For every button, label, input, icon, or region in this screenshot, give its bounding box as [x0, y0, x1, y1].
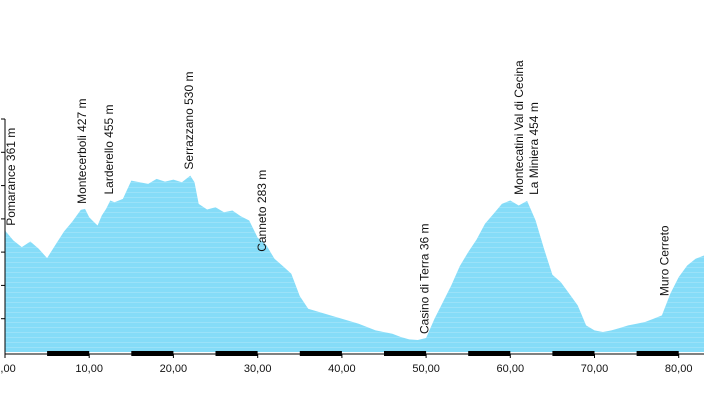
- x-tick-label: 70,00: [581, 363, 609, 375]
- place-label: Canneto 283 m: [255, 170, 269, 252]
- x-tick-label: 50,00: [412, 363, 440, 375]
- place-label: Montecatini Val di Cecina: [512, 60, 526, 195]
- x-tick-label: 40,00: [328, 363, 356, 375]
- place-label: La Miniera 454 m: [527, 102, 541, 195]
- place-label: Casino di Terra 36 m: [418, 224, 432, 335]
- place-labels: Pomarance 361 m Montecerboli 427 m Lardere…: [4, 60, 672, 335]
- x-tick-label: 10,00: [75, 363, 103, 375]
- x-tick-label: 80,00: [665, 363, 693, 375]
- elevation-area-texture: [5, 175, 704, 352]
- place-label: Pomarance 361 m: [4, 128, 18, 226]
- x-tick-label: 20,00: [160, 363, 188, 375]
- axes: 0,00 10,00 20,00 30,00 40,00 50,00 60,00 70,00 8…: [0, 118, 704, 375]
- place-label: Serrazzano 530 m: [182, 72, 196, 170]
- x-tick-label: 30,00: [244, 363, 272, 375]
- place-label: Muro Cerreto: [658, 225, 672, 296]
- area-layer: [5, 175, 704, 352]
- x-tick-label: 60,00: [497, 363, 525, 375]
- place-label: Larderello 455 m: [102, 104, 116, 194]
- x-tick-label: 0,00: [0, 363, 16, 375]
- place-label: Montecerboli 427 m: [75, 99, 89, 204]
